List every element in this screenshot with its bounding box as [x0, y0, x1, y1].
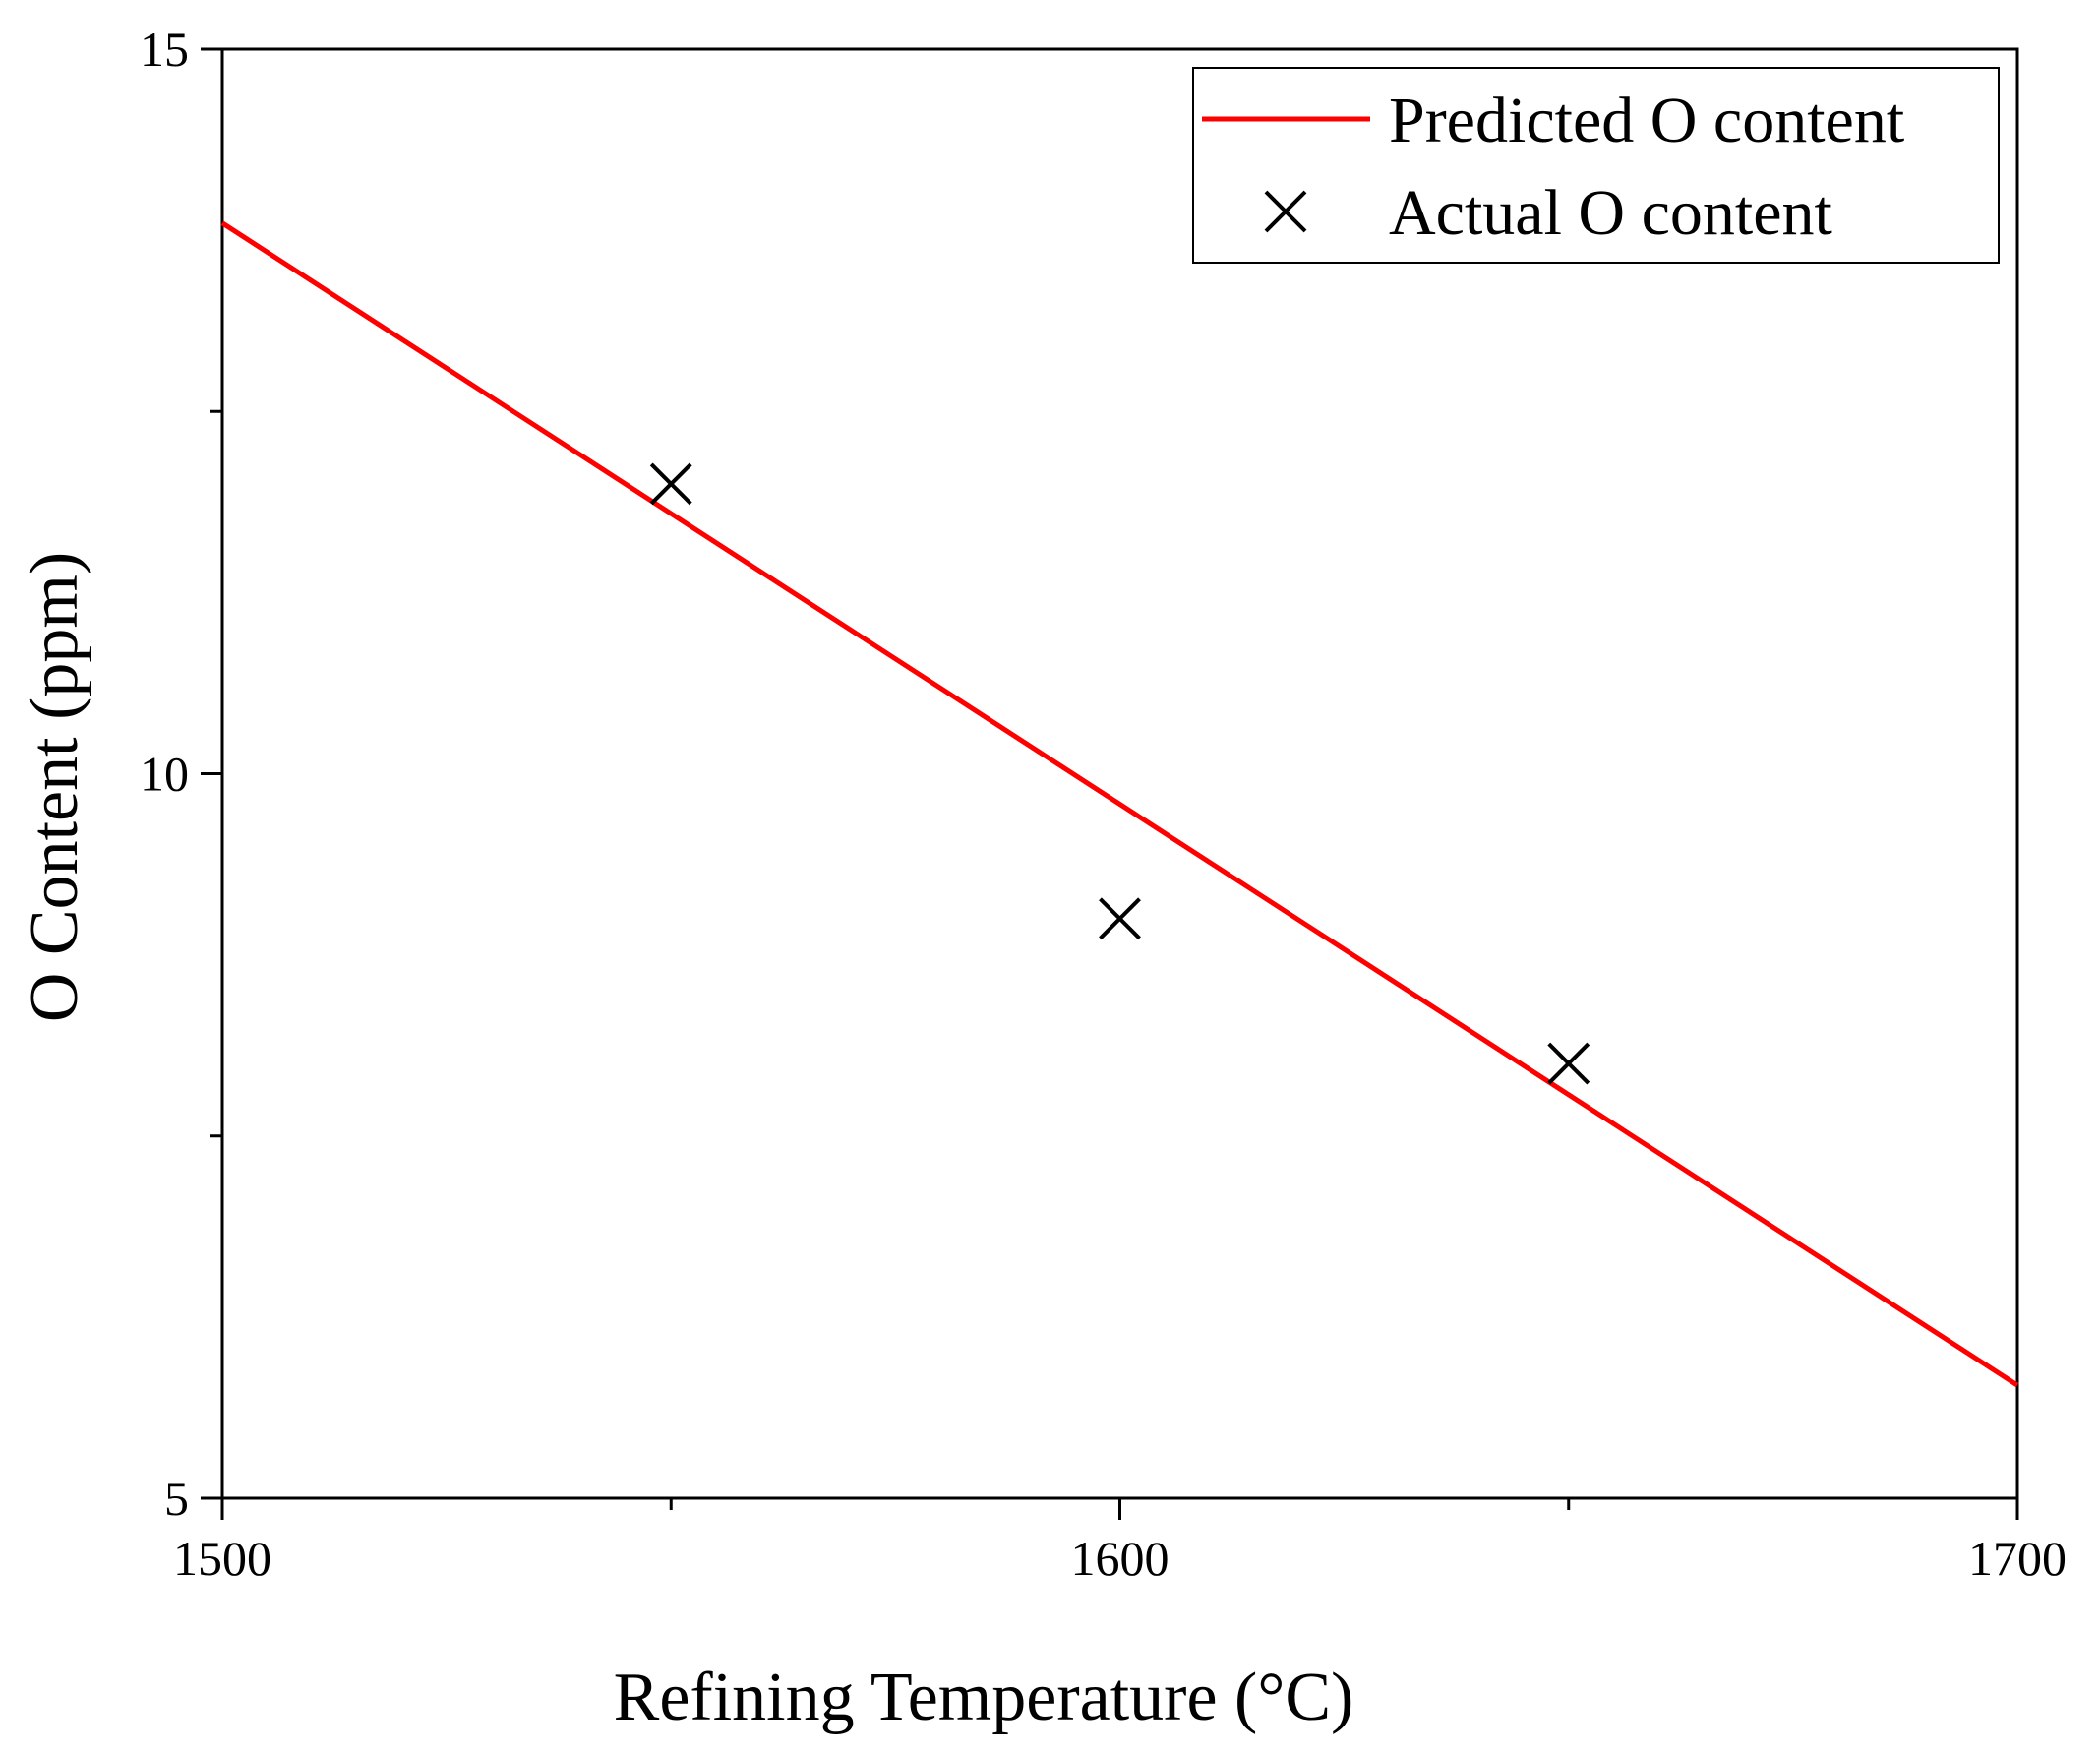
- y-tick-label: 15: [140, 22, 189, 77]
- x-axis-title: Refining Temperature (°C): [614, 1660, 1354, 1735]
- plot-area-border: [220, 47, 2019, 1500]
- actual-data-point: [1099, 897, 1141, 940]
- x-axis-ticks: [220, 1498, 2019, 1520]
- y-axis-tick-labels: 5 10 15: [140, 22, 189, 1526]
- actual-data-point: [1547, 1042, 1590, 1085]
- plot-frame: [220, 47, 2019, 1500]
- actual-data-point: [649, 462, 692, 506]
- legend-label-predicted: Predicted O content: [1389, 85, 1904, 156]
- y-axis-title: O Content (ppm): [17, 552, 92, 1022]
- x-tick-label: 1600: [1071, 1531, 1170, 1586]
- predicted-line: [220, 220, 2019, 1388]
- x-tick-label: 1700: [1968, 1531, 2067, 1586]
- x-tick-label: 1500: [173, 1531, 271, 1586]
- legend-box: [1192, 67, 2000, 264]
- legend-x-marker-swatch: [1264, 190, 1307, 233]
- legend-label-actual: Actual O content: [1389, 177, 1832, 249]
- y-axis-ticks: [201, 47, 222, 1500]
- legend: Predicted O content Actual O content: [1192, 67, 2000, 264]
- legend-x-marker: [1264, 190, 1307, 233]
- y-tick-label: 5: [164, 1471, 189, 1526]
- x-axis-tick-labels: 1500 1600 1700: [173, 1531, 2067, 1586]
- y-tick-label: 10: [140, 747, 189, 802]
- series-layer: [220, 220, 2019, 1388]
